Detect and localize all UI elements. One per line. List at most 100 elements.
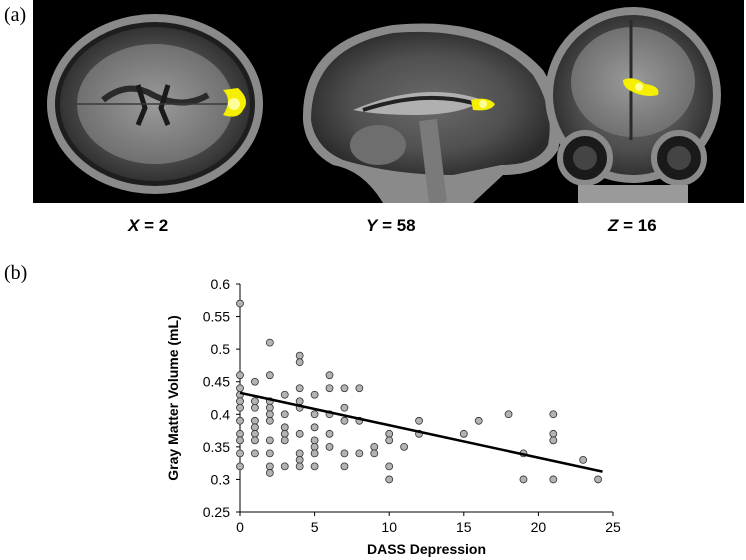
- data-point: [549, 429, 558, 438]
- data-point: [295, 351, 304, 360]
- data-point: [325, 371, 334, 380]
- data-point: [280, 390, 289, 399]
- panel-label-b: (b): [4, 262, 28, 284]
- data-point: [280, 423, 289, 432]
- data-point: [310, 410, 319, 419]
- data-point: [310, 442, 319, 451]
- y-tick-label: 0.25: [203, 504, 230, 520]
- data-point: [265, 371, 274, 380]
- data-point: [251, 449, 259, 458]
- data-point: [265, 338, 274, 347]
- trend-line: [239, 391, 603, 473]
- data-points: [236, 299, 602, 484]
- data-point: [370, 449, 379, 458]
- data-point: [385, 429, 394, 438]
- coordinate-value-z: 16: [637, 216, 657, 235]
- data-point: [310, 423, 319, 432]
- data-point: [265, 449, 274, 458]
- data-point: [355, 449, 364, 458]
- y-axis-title-group: Gray Matter Volume (mL): [165, 315, 181, 480]
- data-point: [295, 358, 304, 367]
- y-tick-label: 0.4: [211, 406, 231, 422]
- y-tick-label: 0.5: [211, 341, 231, 357]
- data-point: [265, 403, 274, 412]
- data-point: [236, 416, 244, 425]
- y-tick-label: 0.6: [211, 276, 231, 292]
- data-point: [325, 384, 334, 393]
- data-point: [251, 403, 259, 412]
- sagittal-slice: [302, 23, 561, 203]
- data-point: [549, 410, 558, 419]
- data-point: [251, 377, 259, 386]
- data-point: [459, 429, 468, 438]
- data-point: [236, 371, 244, 380]
- coordinate-axis-z: Z: [608, 216, 619, 235]
- coordinate-label-y: Y = 58: [366, 216, 416, 235]
- scatter-chart-svg: Gray Matter Volume (mL) DASS Depression …: [165, 276, 621, 557]
- data-point: [340, 462, 349, 471]
- axial-slice: [47, 14, 263, 194]
- data-point: [265, 469, 274, 477]
- data-point: [340, 449, 349, 458]
- data-point: [325, 442, 334, 451]
- data-point: [519, 475, 528, 484]
- data-point: [295, 455, 304, 464]
- data-point: [236, 449, 244, 458]
- data-point: [310, 436, 319, 445]
- data-point: [310, 462, 319, 471]
- data-point: [295, 384, 304, 393]
- brain-slices-strip: [33, 0, 744, 203]
- data-point: [295, 429, 304, 438]
- y-axis-title: Gray Matter Volume (mL): [165, 315, 181, 480]
- data-point: [280, 410, 289, 419]
- data-point: [310, 390, 319, 399]
- x-tick-label: 15: [456, 519, 472, 535]
- data-point: [549, 436, 558, 445]
- data-point: [265, 416, 274, 425]
- data-point: [549, 475, 558, 484]
- data-point: [265, 410, 274, 419]
- data-point: [310, 449, 319, 458]
- data-point: [474, 416, 483, 425]
- x-tick-label: 5: [311, 519, 319, 535]
- data-point: [251, 416, 259, 425]
- data-point: [355, 384, 364, 393]
- scatter-chart: Gray Matter Volume (mL) DASS Depression …: [150, 270, 630, 560]
- x-tick-label: 0: [236, 519, 244, 535]
- coordinate-value-x: 2: [158, 216, 169, 235]
- data-point: [295, 462, 304, 471]
- data-point: [280, 429, 289, 438]
- data-point: [251, 436, 259, 445]
- data-point: [236, 384, 244, 393]
- coordinate-axis-x: X: [128, 216, 140, 235]
- x-axis-title: DASS Depression: [367, 541, 486, 557]
- data-point: [251, 397, 259, 406]
- data-point: [385, 462, 394, 471]
- data-point: [280, 436, 289, 445]
- data-point: [236, 462, 244, 471]
- data-point: [370, 442, 379, 451]
- coordinate-axis-y: Y: [366, 216, 378, 235]
- data-point: [265, 436, 274, 445]
- x-tick-label: 25: [605, 519, 621, 535]
- trend-line-group: [239, 391, 603, 473]
- coronal-slice: [545, 7, 721, 203]
- data-point: [415, 416, 423, 425]
- y-tick-label: 0.55: [203, 309, 230, 325]
- y-tick-label: 0.3: [211, 471, 231, 487]
- data-point: [251, 423, 259, 432]
- coordinate-label-x: X = 2: [128, 216, 169, 235]
- data-point: [400, 442, 409, 451]
- data-point: [295, 449, 304, 458]
- data-point: [385, 475, 394, 484]
- data-point: [504, 410, 513, 419]
- data-point: [236, 429, 244, 438]
- y-tick-label: 0.35: [203, 439, 230, 455]
- data-point: [236, 299, 244, 308]
- data-point: [236, 397, 244, 406]
- data-point: [579, 455, 588, 464]
- data-point: [594, 475, 602, 484]
- data-point: [251, 429, 259, 438]
- axes: 0 5 10 15 20 25 0.25 0.3 0.35 0.4 0.45 0.5 0.55 0.6: [203, 276, 621, 535]
- x-tick-label: 20: [531, 519, 547, 535]
